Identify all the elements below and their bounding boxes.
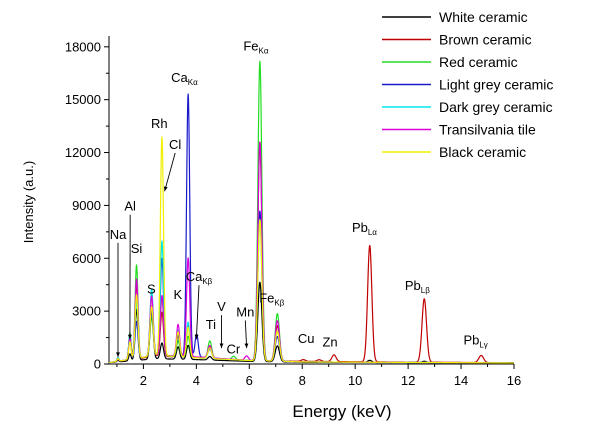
peak-label: FeKβ: [259, 290, 285, 307]
y-tick-label: 18000: [65, 39, 101, 54]
peak-arrow: [164, 152, 176, 192]
peak-label-element: K: [173, 287, 182, 302]
peak-label: Cr: [227, 341, 241, 356]
x-tick-label: 4: [193, 373, 200, 388]
peak-label-element: Na: [110, 227, 127, 242]
peak-label: PbLγ: [463, 333, 487, 350]
y-tick-label: 9000: [72, 198, 101, 213]
peak-label-element: Ti: [206, 317, 216, 332]
series-layer: [108, 60, 515, 364]
x-tick-label: 6: [246, 373, 253, 388]
peak-label-element: Cl: [169, 137, 181, 152]
peak-label: V: [217, 299, 226, 314]
peak-label: CaKα: [171, 70, 198, 87]
peak-arrowhead: [127, 334, 132, 340]
peak-label: Cl: [169, 137, 181, 152]
peak-arrow: [244, 320, 248, 349]
peak-label-element: Cu: [298, 331, 315, 346]
x-tick-label: 10: [348, 373, 362, 388]
peak-arrow: [195, 285, 200, 340]
peak-label-line: Lβ: [421, 286, 430, 295]
y-axis: 0 3000 6000 9000 12000 15000 18000: [65, 36, 110, 372]
y-tick-label: 15000: [65, 92, 101, 107]
peak-label-element: Cr: [227, 341, 241, 356]
legend-label: Brown ceramic: [439, 32, 532, 48]
peak-label-element: Ca: [186, 269, 203, 284]
series-line-1: [108, 141, 515, 364]
peak-arrowhead: [116, 352, 120, 357]
peak-label-element: Pb: [463, 333, 479, 348]
peak-label-element: Fe: [243, 38, 258, 53]
peak-arrowhead: [163, 186, 168, 192]
legend-label: Transilvania tile: [439, 122, 536, 138]
y-tick-label: 0: [94, 357, 101, 372]
peak-label: K: [173, 287, 182, 302]
y-axis-title: Intensity (a.u.): [21, 161, 36, 243]
peak-label: S: [147, 282, 156, 297]
peak-label: PbLβ: [405, 278, 430, 295]
legend-label: White ceramic: [439, 9, 528, 25]
y-tick-label: 3000: [72, 304, 101, 319]
peak-label-element: Rh: [151, 116, 168, 131]
peak-label: Si: [131, 241, 143, 256]
peak-label-line: Lα: [368, 228, 377, 237]
legend-label: Light grey ceramic: [439, 77, 553, 93]
peak-label-line: Lγ: [479, 341, 487, 350]
y-tick-label: 6000: [72, 251, 101, 266]
x-tick-label: 14: [454, 373, 468, 388]
series-line-5: [108, 141, 515, 364]
peak-label-element: Zn: [322, 334, 337, 349]
peak-label-line: Kβ: [202, 277, 212, 286]
y-tick-label: 12000: [65, 145, 101, 160]
series-line-0: [108, 281, 515, 364]
peak-label: CaKβ: [186, 269, 213, 286]
peak-label: Cu: [298, 331, 315, 346]
peak-label: Ti: [206, 317, 216, 332]
peak-label-element: Mn: [236, 304, 254, 319]
peak-label-element: Al: [124, 199, 136, 214]
peak-label-element: Ca: [171, 70, 188, 85]
legend-label: Black ceramic: [439, 144, 526, 160]
x-tick-label: 16: [507, 373, 521, 388]
peak-label-element: Fe: [259, 290, 274, 305]
peak-label-element: V: [217, 299, 226, 314]
peak-label-line: Kα: [259, 46, 269, 55]
legend-label: Red ceramic: [439, 54, 518, 70]
peak-arrowhead: [244, 343, 249, 349]
peak-label: Zn: [322, 334, 337, 349]
peak-label-line: Kβ: [274, 298, 284, 307]
peak-label: Na: [110, 227, 127, 242]
x-tick-label: 2: [140, 373, 147, 388]
peak-label-element: Si: [131, 241, 143, 256]
peak-arrowhead: [219, 343, 224, 349]
legend: White ceramic Brown ceramic Red ceramic Lig…: [382, 9, 553, 160]
series-line-6: [108, 136, 515, 364]
legend-label: Dark grey ceramic: [439, 99, 553, 115]
peak-label: PbLα: [352, 220, 377, 237]
x-axis-title: Energy (keV): [292, 402, 391, 421]
peak-label-line: Kα: [188, 78, 198, 87]
x-axis: 2 4 6 8 10 12 14 16: [109, 363, 521, 388]
x-tick-label: 12: [401, 373, 415, 388]
x-tick-label: 8: [299, 373, 306, 388]
peak-label-element: Pb: [352, 220, 368, 235]
peak-label-element: S: [147, 282, 156, 297]
peak-arrowhead: [194, 334, 199, 340]
peak-label: Al: [124, 199, 136, 214]
peak-label: Mn: [236, 304, 254, 319]
peak-label-element: Pb: [405, 278, 421, 293]
peak-label: Rh: [151, 116, 168, 131]
peak-label: FeKα: [243, 38, 269, 55]
